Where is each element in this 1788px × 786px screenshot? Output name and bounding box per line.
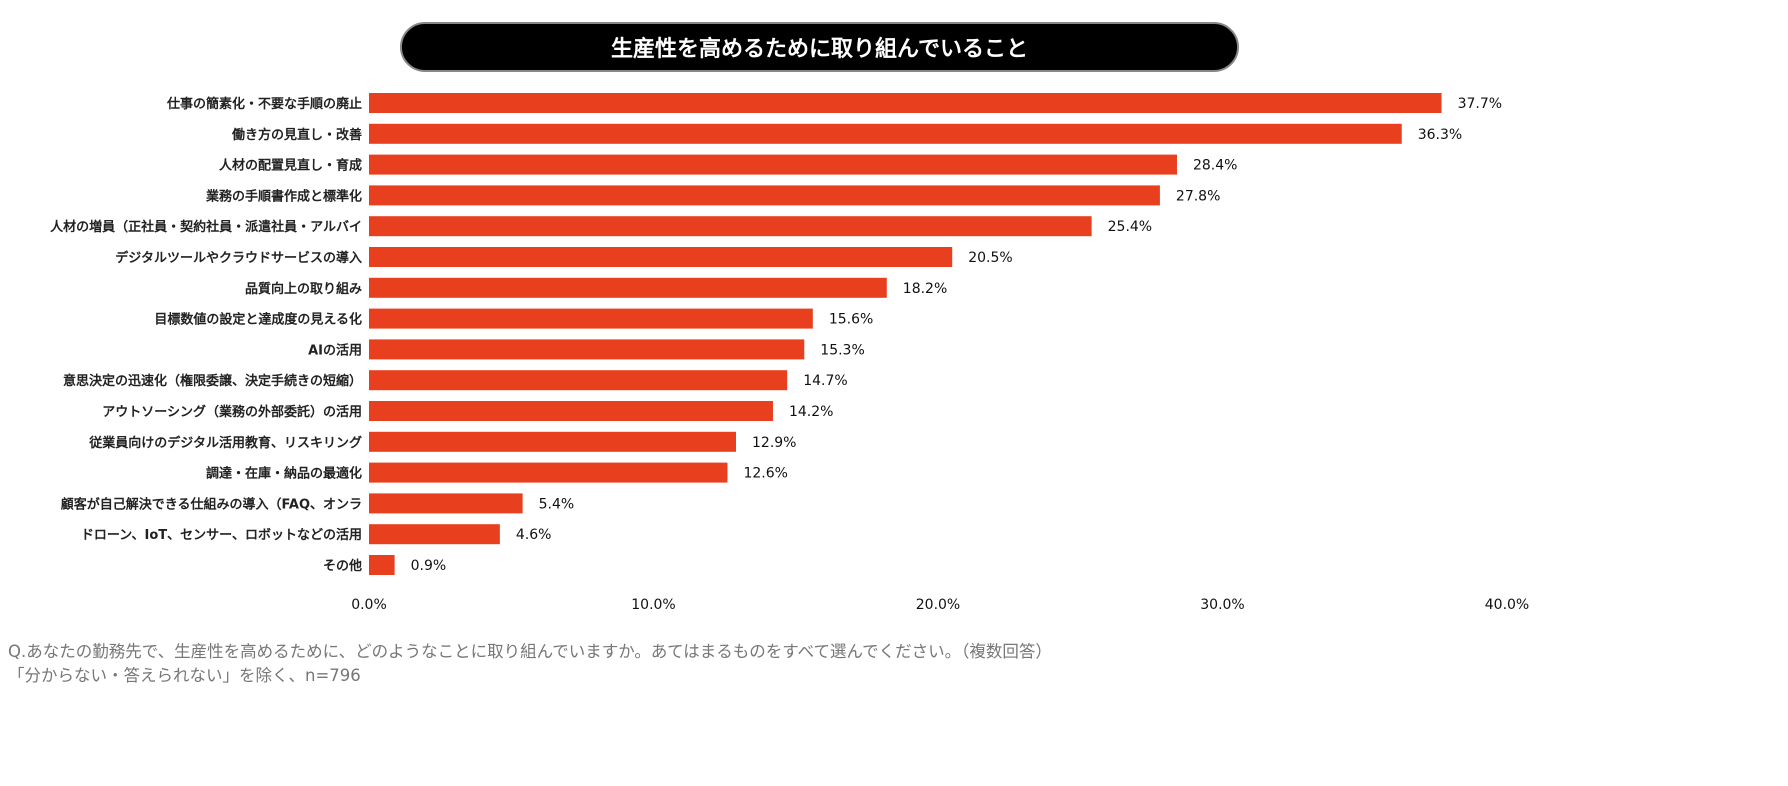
bar [369, 401, 773, 421]
data-label: 12.9% [752, 435, 796, 451]
category-label: AIの活用 [308, 342, 362, 358]
x-tick-label: 10.0% [631, 597, 675, 613]
data-label: 20.5% [968, 250, 1012, 266]
x-tick-label: 0.0% [351, 597, 387, 613]
sample-note: 「分からない・答えられない」を除く、n=796 [8, 666, 361, 685]
data-label: 18.2% [903, 281, 947, 297]
category-label: 働き方の見直し・改善 [231, 127, 362, 143]
category-label: 意思決定の迅速化（権限委譲、決定手続きの短縮） [63, 373, 362, 389]
category-label: 目標数値の設定と達成度の見える化 [154, 312, 362, 328]
data-label: 15.6% [829, 312, 873, 328]
bar [369, 277, 887, 298]
question-text: Q.あなたの勤務先で、生産性を高めるために、どのようなことに取り組んでいますか。… [8, 642, 1052, 661]
bar [369, 185, 1160, 206]
data-label: 15.3% [820, 342, 864, 358]
data-label: 37.7% [1458, 96, 1502, 112]
category-label: デジタルツールやクラウドサービスの導入 [115, 250, 362, 266]
bar [369, 462, 728, 483]
x-tick-label: 30.0% [1200, 597, 1244, 613]
bar [369, 216, 1092, 237]
category-label: ドローン、IoT、センサー、ロボットなどの活用 [81, 527, 362, 543]
category-label: 顧客が自己解決できる仕組みの導入（FAQ、オンラ [61, 496, 362, 512]
category-label: 調達・在庫・納品の最適化 [206, 466, 362, 482]
bar [369, 524, 500, 545]
bar [369, 93, 1442, 113]
bar [369, 339, 805, 360]
category-label: 従業員向けのデジタル活用教育、リスキリング [88, 435, 362, 451]
bar [369, 308, 813, 329]
bar [369, 555, 395, 575]
bar [369, 370, 788, 391]
category-label: 業務の手順書作成と標準化 [205, 188, 362, 204]
data-label: 14.2% [789, 404, 833, 420]
category-label: アウトソーシング（業務の外部委託）の活用 [102, 404, 362, 420]
data-label: 5.4% [539, 496, 575, 512]
category-label: 人材の増員（正社員・契約社員・派遣社員・アルバイ [50, 219, 362, 235]
data-label: 14.7% [803, 373, 847, 389]
category-label: その他 [323, 558, 362, 574]
bar [369, 123, 1402, 144]
bar [369, 493, 523, 514]
bar [369, 431, 737, 452]
bar [369, 154, 1177, 175]
data-label: 25.4% [1108, 219, 1152, 235]
data-label: 4.6% [516, 527, 552, 543]
data-label: 12.6% [743, 466, 787, 482]
x-tick-label: 20.0% [916, 597, 960, 613]
data-label: 36.3% [1418, 127, 1462, 143]
category-label: 品質向上の取り組み [245, 281, 362, 297]
data-label: 28.4% [1193, 158, 1237, 174]
chart-title: 生産性を高めるために取り組んでいること [400, 22, 1239, 72]
category-label: 人材の配置見直し・育成 [219, 158, 362, 174]
x-tick-label: 40.0% [1485, 597, 1529, 613]
data-label: 0.9% [411, 558, 447, 574]
bar [369, 247, 953, 267]
category-label: 仕事の簡素化・不要な手順の廃止 [166, 96, 362, 112]
data-label: 27.8% [1176, 188, 1220, 204]
bar-plot: 仕事の簡素化・不要な手順の廃止 37.7% 働き方の見直し・改善 36.3% 人材の配置… [50, 93, 1529, 613]
